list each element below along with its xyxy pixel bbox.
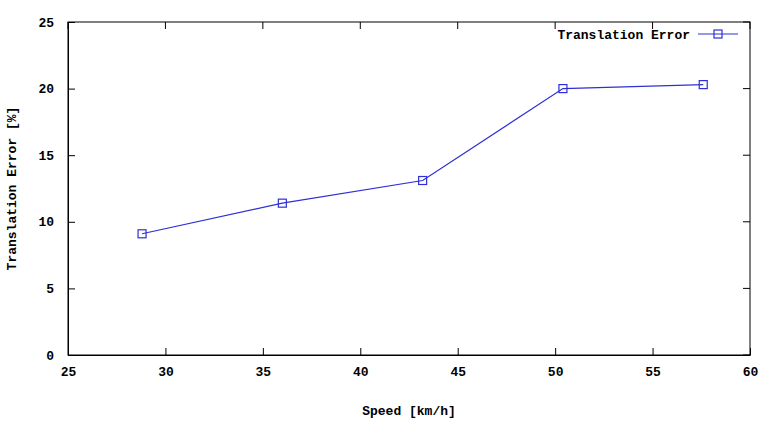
x-tick-label: 40 xyxy=(353,365,369,380)
x-tick-mark xyxy=(458,348,459,355)
x-tick: 45 xyxy=(450,348,466,380)
x-axis-line xyxy=(69,355,751,356)
x-tick: 30 xyxy=(158,348,174,380)
y-axis-line xyxy=(68,23,69,356)
x-tick: 55 xyxy=(645,348,661,380)
y-tick-mark xyxy=(743,88,750,89)
series-line xyxy=(142,85,703,234)
y-tick-label: 0 xyxy=(46,349,54,364)
x-tick-label: 50 xyxy=(548,365,564,380)
y-axis-title: Translation Error [%] xyxy=(5,107,20,271)
y-tick-label: 20 xyxy=(38,82,54,97)
x-tick: 40 xyxy=(353,348,369,380)
y-tick-label: 10 xyxy=(38,215,54,230)
y-tick-mark xyxy=(68,222,75,223)
x-tick-mark xyxy=(555,22,556,29)
x-tick-mark xyxy=(360,348,361,355)
x-tick-mark xyxy=(68,22,69,29)
x-tick-mark xyxy=(165,22,166,29)
x-tick-mark xyxy=(165,348,166,355)
mirror-ticks xyxy=(68,22,750,355)
chart: 25 30 35 40 45 50 55 60 0 5 10 15 20 25 Speed [km/h] Tr… xyxy=(0,0,764,426)
y-tick: 10 xyxy=(38,215,75,230)
y-tick: 25 xyxy=(38,16,75,31)
y-tick-label: 15 xyxy=(38,149,54,164)
x-tick-label: 25 xyxy=(61,365,77,380)
y-tick-label: 25 xyxy=(38,16,54,31)
data-point xyxy=(559,85,567,93)
x-axis: 25 30 35 40 45 50 55 60 xyxy=(61,348,759,380)
x-tick-mark xyxy=(457,22,458,29)
x-tick-label: 45 xyxy=(450,365,466,380)
y-tick-mark xyxy=(68,89,75,90)
x-tick: 50 xyxy=(548,348,564,380)
x-tick-mark xyxy=(653,348,654,355)
x-tick-label: 30 xyxy=(158,365,174,380)
data-layer xyxy=(138,81,707,238)
x-tick: 60 xyxy=(743,348,759,380)
legend: Translation Error xyxy=(557,28,738,43)
data-point xyxy=(278,199,286,207)
y-tick-mark xyxy=(68,288,75,289)
x-tick-mark xyxy=(750,348,751,355)
x-tick-mark xyxy=(360,22,361,29)
y-tick: 20 xyxy=(38,82,75,97)
y-tick-mark xyxy=(68,355,75,356)
data-point xyxy=(419,177,427,185)
legend-swatch xyxy=(698,33,738,34)
y-tick-mark xyxy=(743,288,750,289)
y-tick-mark xyxy=(743,355,750,356)
data-point xyxy=(138,230,146,238)
y-tick-label: 5 xyxy=(46,282,54,297)
x-tick-mark xyxy=(262,22,263,29)
legend-marker xyxy=(714,30,722,38)
y-tick-mark xyxy=(68,155,75,156)
y-axis: 0 5 10 15 20 25 xyxy=(38,16,75,364)
x-tick-mark xyxy=(263,348,264,355)
x-tick-mark xyxy=(750,22,751,29)
y-tick: 5 xyxy=(46,282,75,297)
x-axis-title: Speed [km/h] xyxy=(362,404,456,419)
y-tick-mark xyxy=(743,22,750,23)
x-tick-mark xyxy=(555,348,556,355)
y-tick: 0 xyxy=(46,349,75,364)
legend-label: Translation Error xyxy=(557,28,690,43)
x-tick: 35 xyxy=(256,348,272,380)
plot-frame xyxy=(68,22,750,355)
plot-area: 25 30 35 40 45 50 55 60 0 5 10 15 20 25 xyxy=(38,16,758,381)
x-tick-label: 35 xyxy=(256,365,272,380)
y-tick-mark xyxy=(743,155,750,156)
x-tick-label: 55 xyxy=(645,365,661,380)
data-point xyxy=(699,81,707,89)
y-tick-mark xyxy=(743,221,750,222)
y-tick: 15 xyxy=(38,149,75,164)
x-tick-label: 60 xyxy=(743,365,759,380)
y-tick-mark xyxy=(68,22,75,23)
